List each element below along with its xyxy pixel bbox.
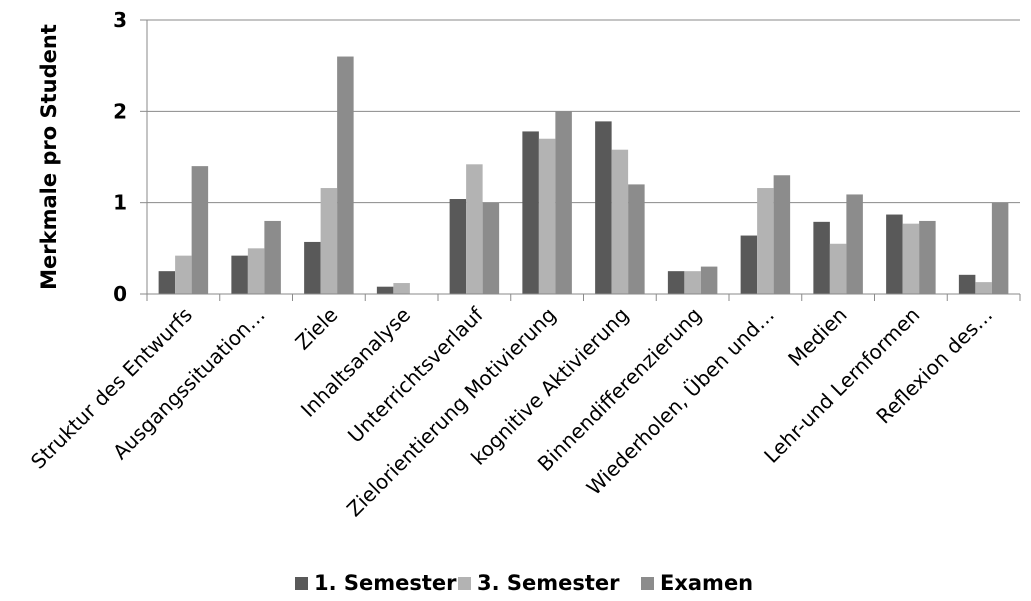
bar-3-2: [264, 220, 281, 294]
legend-label: 1. Semester: [314, 571, 457, 595]
bar-1-12: [958, 274, 976, 294]
bar-2-10: [829, 243, 847, 294]
y-tick-labels: 0 1 2 3: [113, 8, 127, 306]
bar-1-9: [740, 235, 758, 294]
bar-1-10: [813, 221, 830, 294]
bar-2-5: [466, 164, 483, 294]
gridlines: [147, 19, 1020, 204]
bars: [158, 56, 1009, 295]
y-tick-label: 0: [113, 282, 127, 306]
x-category-label: Unterrichtsverlauf: [343, 302, 489, 448]
bar-2-7: [611, 149, 629, 294]
bar-2-2: [247, 248, 265, 294]
bar-3-7: [628, 184, 645, 294]
bar-3-1: [191, 166, 209, 294]
bar-2-8: [684, 271, 701, 294]
legend: 1. Semester 3. Semester Examen: [295, 571, 753, 595]
bar-2-11: [902, 223, 920, 294]
legend-swatch: [458, 577, 471, 590]
bar-3-10: [846, 194, 863, 294]
axes: [140, 19, 1021, 301]
bar-1-5: [449, 199, 467, 294]
bar-1-1: [158, 271, 176, 294]
bar-1-7: [595, 121, 612, 294]
bar-2-12: [975, 282, 992, 294]
x-category-label: Ziele: [290, 303, 342, 355]
legend-swatch: [641, 577, 654, 590]
bar-2-9: [757, 188, 774, 294]
legend-label: 3. Semester: [477, 571, 620, 595]
bar-2-1: [175, 255, 192, 294]
bar-3-5: [482, 202, 500, 294]
y-tick-label: 3: [113, 8, 127, 32]
bar-1-8: [667, 271, 685, 294]
bar-2-3: [320, 188, 338, 294]
y-tick-label: 2: [113, 99, 127, 123]
bar-3-8: [700, 266, 718, 294]
bar-3-9: [773, 175, 791, 294]
y-axis-label: Merkmale pro Student: [37, 24, 61, 290]
bar-1-6: [522, 131, 539, 294]
y-tick-label: 1: [113, 191, 127, 215]
bar-2-6: [538, 138, 556, 294]
bar-1-4: [376, 286, 394, 294]
x-category-label: Medien: [783, 303, 851, 371]
legend-swatch: [295, 577, 308, 590]
bar-3-6: [555, 111, 572, 294]
legend-label: Examen: [660, 571, 753, 595]
bar-1-11: [886, 214, 903, 294]
bar-1-3: [304, 241, 321, 294]
bar-3-3: [337, 56, 354, 295]
bar-3-12: [991, 202, 1009, 294]
bar-1-2: [231, 255, 248, 294]
bar-2-4: [393, 283, 410, 294]
bar-3-11: [919, 220, 936, 294]
